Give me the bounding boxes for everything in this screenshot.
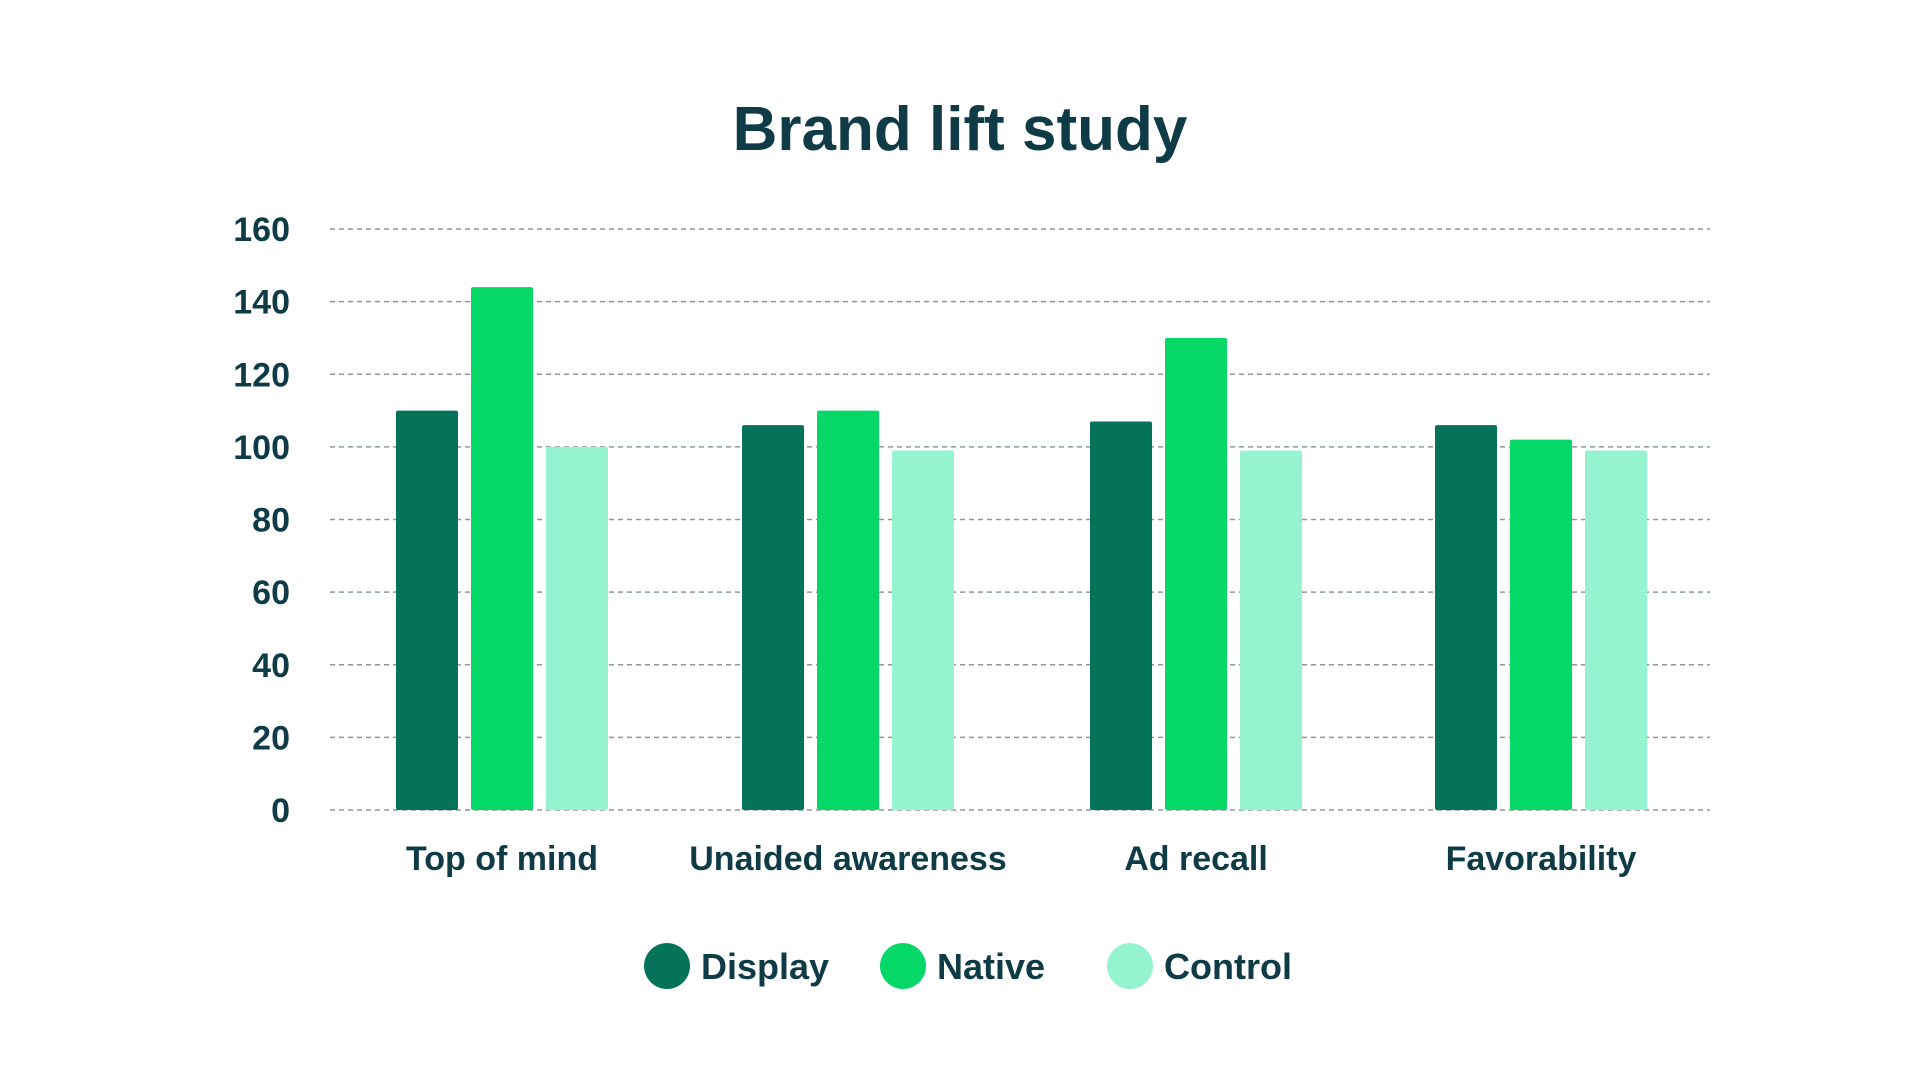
bar-native-unaided-awareness	[817, 410, 879, 810]
legend-item-native: Native	[880, 943, 1045, 989]
bar-native-favorability	[1510, 439, 1572, 810]
x-category-label: Unaided awareness	[689, 840, 1006, 878]
y-tick-label: 60	[252, 574, 290, 612]
y-tick-label: 20	[252, 719, 290, 757]
grid-lines	[330, 228, 1710, 811]
bars	[396, 287, 1647, 811]
bar-control-top-of-mind	[546, 446, 608, 810]
legend-item-display: Display	[644, 943, 829, 989]
y-tick-label: 80	[252, 502, 290, 540]
y-tick-label: 100	[233, 429, 290, 467]
bar-native-ad-recall	[1165, 337, 1227, 810]
x-category-label: Ad recall	[1124, 840, 1268, 878]
legend-swatch	[880, 943, 926, 989]
legend: Display Native Control	[644, 943, 1292, 989]
bar-display-ad-recall	[1090, 421, 1152, 810]
y-tick-label: 140	[233, 284, 290, 322]
legend-label: Display	[701, 946, 829, 987]
y-tick-label: 160	[233, 211, 290, 249]
x-category-label: Favorability	[1446, 840, 1637, 878]
y-axis-ticks: 0 20 40 60 80 100 120 140 160	[233, 211, 290, 830]
legend-item-control: Control	[1107, 943, 1292, 989]
chart-title: Brand lift study	[733, 95, 1188, 164]
bar-control-ad-recall	[1240, 450, 1302, 810]
bar-display-favorability	[1435, 425, 1497, 810]
bar-native-top-of-mind	[471, 287, 533, 811]
bar-display-unaided-awareness	[742, 425, 804, 810]
legend-swatch	[644, 943, 690, 989]
legend-label: Native	[937, 946, 1045, 987]
y-tick-label: 0	[271, 792, 290, 830]
y-tick-label: 120	[233, 356, 290, 394]
legend-swatch	[1107, 943, 1153, 989]
bar-control-unaided-awareness	[892, 450, 954, 810]
x-axis-category-labels: Top of mind Unaided awareness Ad recall Fav…	[406, 840, 1636, 878]
y-tick-label: 40	[252, 647, 290, 685]
bar-display-top-of-mind	[396, 410, 458, 810]
legend-label: Control	[1164, 946, 1292, 987]
bar-control-favorability	[1585, 450, 1647, 810]
x-category-label: Top of mind	[406, 840, 598, 878]
